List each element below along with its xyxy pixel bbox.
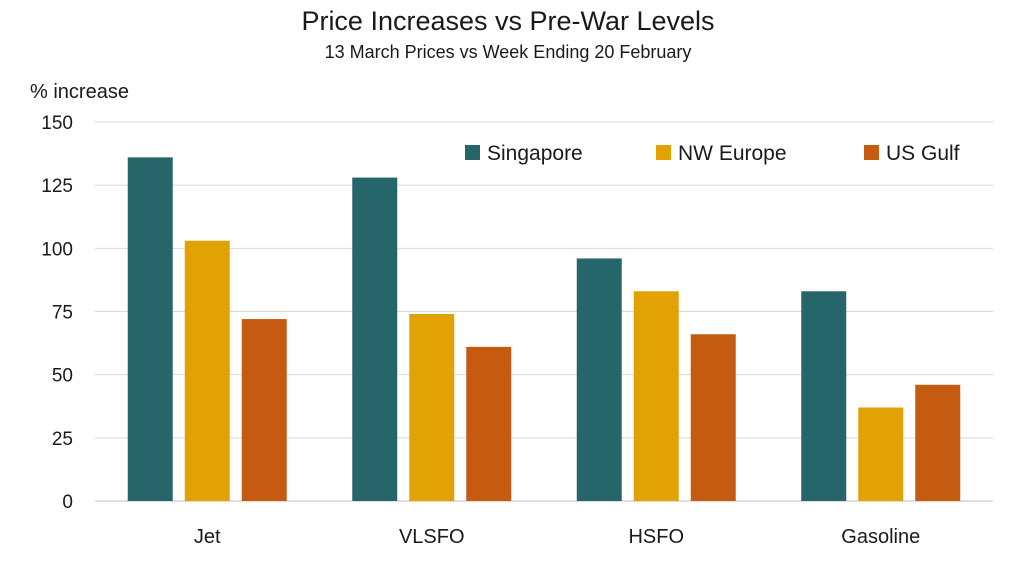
y-tick-label: 150 [41, 113, 73, 134]
legend-swatch [656, 145, 671, 160]
bar-us-gulf-gasoline [915, 384, 961, 501]
bars [127, 157, 961, 501]
bar-us-gulf-jet [241, 319, 287, 501]
y-tick-label: 125 [41, 176, 73, 197]
bar-us-gulf-vlsfo [466, 346, 512, 501]
bar-singapore-vlsfo [352, 177, 398, 501]
legend-swatch [864, 145, 879, 160]
y-tick-label: 25 [52, 429, 73, 450]
chart-subtitle: 13 March Prices vs Week Ending 20 Februa… [325, 42, 692, 62]
x-tick-label: Jet [194, 526, 221, 548]
y-tick-label: 50 [52, 366, 73, 387]
x-tick-label: VLSFO [399, 526, 465, 548]
y-tick-label: 0 [62, 492, 73, 513]
bar-singapore-jet [127, 157, 173, 501]
bar-nw-europe-gasoline [858, 407, 904, 501]
x-tick-label: Gasoline [841, 526, 920, 548]
legend-label: NW Europe [678, 142, 787, 165]
y-tick-label: 100 [41, 239, 73, 260]
bar-singapore-hsfo [576, 258, 622, 501]
bar-nw-europe-vlsfo [409, 314, 455, 501]
chart-title: Price Increases vs Pre-War Levels [301, 6, 714, 36]
legend-swatch [465, 145, 480, 160]
x-axis-ticks: Jet VLSFO HSFO Gasoline [194, 526, 920, 548]
bar-singapore-gasoline [801, 291, 847, 501]
y-tick-label: 75 [52, 303, 73, 324]
legend: Singapore NW Europe US Gulf [465, 142, 960, 165]
y-axis-ticks: 0 25 50 75 100 125 150 [41, 113, 73, 513]
bar-us-gulf-hsfo [690, 334, 736, 501]
x-tick-label: HSFO [628, 526, 684, 548]
bar-nw-europe-jet [184, 240, 230, 501]
legend-label: Singapore [487, 142, 583, 165]
y-axis-label: % increase [30, 81, 129, 103]
legend-label: US Gulf [886, 142, 960, 165]
bar-nw-europe-hsfo [633, 291, 679, 501]
